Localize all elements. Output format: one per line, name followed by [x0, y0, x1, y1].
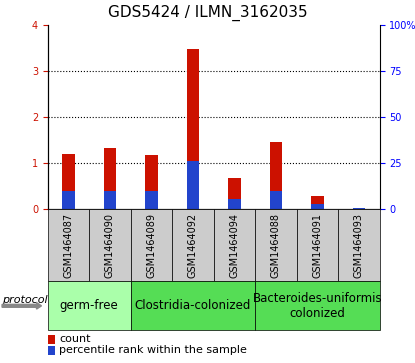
Bar [145, 155, 158, 209]
Text: protocol: protocol [2, 295, 48, 305]
Bar [353, 208, 365, 209]
Bar [104, 191, 116, 209]
Bar [353, 208, 365, 209]
Text: GSM1464089: GSM1464089 [146, 212, 156, 278]
Bar [187, 49, 199, 209]
Bar [145, 191, 158, 209]
Text: GSM1464091: GSM1464091 [312, 212, 322, 278]
Bar [104, 148, 116, 209]
Text: GSM1464087: GSM1464087 [63, 212, 73, 278]
Bar [228, 178, 241, 209]
Text: GDS5424 / ILMN_3162035: GDS5424 / ILMN_3162035 [107, 5, 308, 21]
Bar [270, 142, 282, 209]
Text: Clostridia-colonized: Clostridia-colonized [135, 299, 251, 312]
Bar [187, 160, 199, 209]
Text: GSM1464094: GSM1464094 [229, 212, 239, 278]
Bar [311, 204, 324, 209]
Bar [62, 191, 75, 209]
Bar [311, 196, 324, 209]
Text: Bacteroides-uniformis
colonized: Bacteroides-uniformis colonized [253, 292, 382, 320]
Text: percentile rank within the sample: percentile rank within the sample [59, 345, 247, 355]
Text: GSM1464088: GSM1464088 [271, 212, 281, 278]
Bar [270, 191, 282, 209]
Text: GSM1464093: GSM1464093 [354, 212, 364, 278]
Text: germ-free: germ-free [60, 299, 119, 312]
Bar [228, 199, 241, 209]
Bar [62, 154, 75, 209]
Text: GSM1464090: GSM1464090 [105, 212, 115, 278]
Text: count: count [59, 334, 91, 344]
Text: GSM1464092: GSM1464092 [188, 212, 198, 278]
